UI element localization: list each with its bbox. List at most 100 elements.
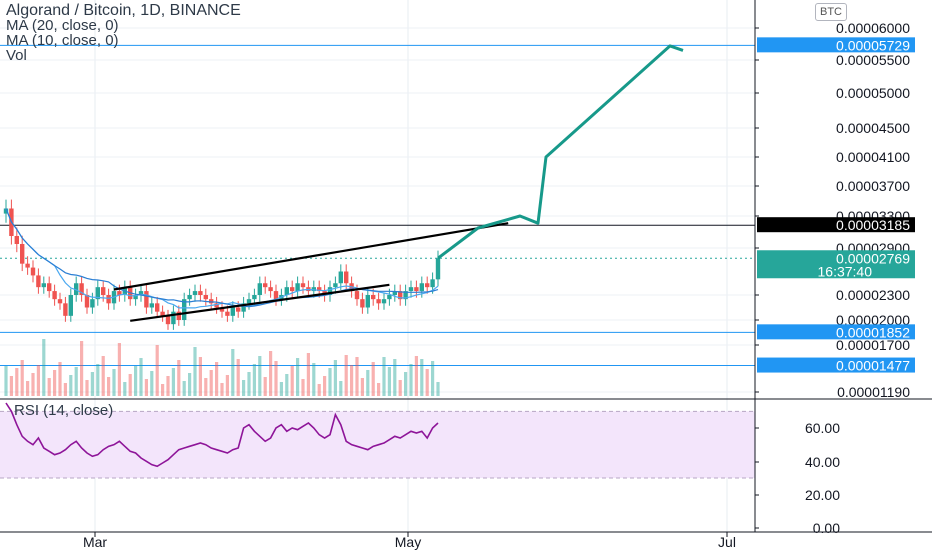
volume-bar [436, 382, 440, 396]
volume-bar [377, 383, 381, 396]
volume-bar [128, 374, 132, 396]
countdown-label: 16:37:40 [818, 263, 873, 279]
price-label-bg [757, 37, 915, 53]
candle-body [311, 287, 316, 292]
volume-bar [107, 377, 111, 396]
volume-bar [360, 378, 364, 396]
volume-bar [312, 363, 316, 396]
candle-body [68, 295, 73, 316]
candle-body [165, 315, 171, 325]
volume-bar [117, 343, 121, 396]
volume-bar [204, 378, 208, 396]
volume-bar [31, 373, 35, 396]
time-tick-label: May [395, 534, 421, 550]
price-label-text: 0.00001852 [836, 324, 910, 340]
candle-body [176, 311, 181, 320]
candle-body [209, 299, 214, 304]
time-tick-label: Mar [83, 534, 107, 550]
price-label-bg [757, 217, 915, 233]
candle-body [300, 283, 306, 288]
volume-bar [42, 339, 46, 396]
volume-bar [409, 364, 413, 396]
candle-body [403, 291, 408, 300]
volume-bar [225, 375, 229, 396]
volume-bar [26, 381, 30, 396]
price-tick-label: 0.00002000 [836, 312, 910, 328]
volume-bar [4, 366, 8, 396]
volume-bar [177, 360, 181, 396]
candle-body [273, 291, 279, 300]
volume-bar [20, 360, 24, 396]
candle-body [327, 287, 333, 295]
candle-body [230, 307, 235, 316]
volume-bar [366, 370, 370, 396]
volume-bar [9, 376, 13, 396]
volume-bar [182, 381, 186, 396]
candle-body [333, 283, 338, 288]
candle-body [101, 287, 106, 295]
volume-bar [96, 364, 100, 396]
volume-bar [215, 362, 219, 396]
volume-bar [323, 376, 327, 396]
candle-body [74, 283, 79, 295]
candle-body [20, 244, 25, 264]
volume-bar [47, 378, 51, 396]
volume-bar [425, 369, 429, 396]
candle-body [430, 279, 435, 288]
volume-bar [15, 368, 19, 396]
candle-body [257, 283, 262, 295]
candle-body [354, 291, 360, 300]
candle-body [63, 303, 68, 316]
volume-bar [69, 375, 73, 396]
ma20-line [5, 208, 439, 308]
volume-bar [63, 383, 67, 396]
candle-body [182, 299, 187, 320]
candle-body [149, 303, 154, 308]
candle-body [198, 291, 203, 295]
price-tick-label: 0.00002300 [836, 287, 910, 303]
candle-body [41, 283, 46, 288]
legend-ma10: MA (10, close, 0) [6, 32, 119, 49]
candle-body [425, 283, 430, 288]
volume-bar [80, 341, 84, 396]
volume-bar [306, 353, 310, 396]
price-label-bg [757, 250, 915, 279]
candle-body [25, 263, 30, 268]
volume-bar [139, 358, 143, 396]
volume-bar [101, 356, 105, 396]
candle-body [387, 295, 392, 300]
price-tick-label: 0.00003700 [836, 178, 910, 194]
candles [3, 199, 441, 330]
volume-bar [355, 357, 359, 396]
currency-unit-button[interactable]: BTC [815, 3, 847, 21]
volume-bar [404, 372, 408, 396]
projection-arrow [437, 44, 684, 260]
volume-bar [155, 345, 159, 396]
candle-body [408, 287, 414, 292]
candle-body [295, 283, 300, 292]
rsi-line [5, 402, 439, 468]
price-tick-label: 0.00004100 [836, 149, 910, 165]
volume-bar [231, 349, 235, 396]
candle-body [14, 236, 19, 244]
candle-body [435, 258, 441, 280]
candle-body [36, 275, 41, 288]
volume-bar [90, 372, 94, 396]
price-label-bg [757, 357, 915, 373]
candle-body [381, 299, 387, 304]
volume-bar [350, 365, 354, 396]
chart-legend: Algorand / Bitcoin, 1D, BINANCE MA (20, … [6, 3, 241, 64]
candle-body [79, 283, 84, 295]
volume-bar [274, 361, 278, 396]
volume-bar [166, 376, 170, 396]
volume-bar [209, 370, 213, 396]
legend-ma20: MA (20, close, 0) [6, 17, 119, 34]
candle-body [344, 271, 349, 284]
volume-bar [74, 367, 78, 396]
volume-bar [193, 347, 197, 396]
candle-body [144, 291, 149, 308]
volume-bar [188, 373, 192, 396]
volume-bar [344, 355, 348, 396]
